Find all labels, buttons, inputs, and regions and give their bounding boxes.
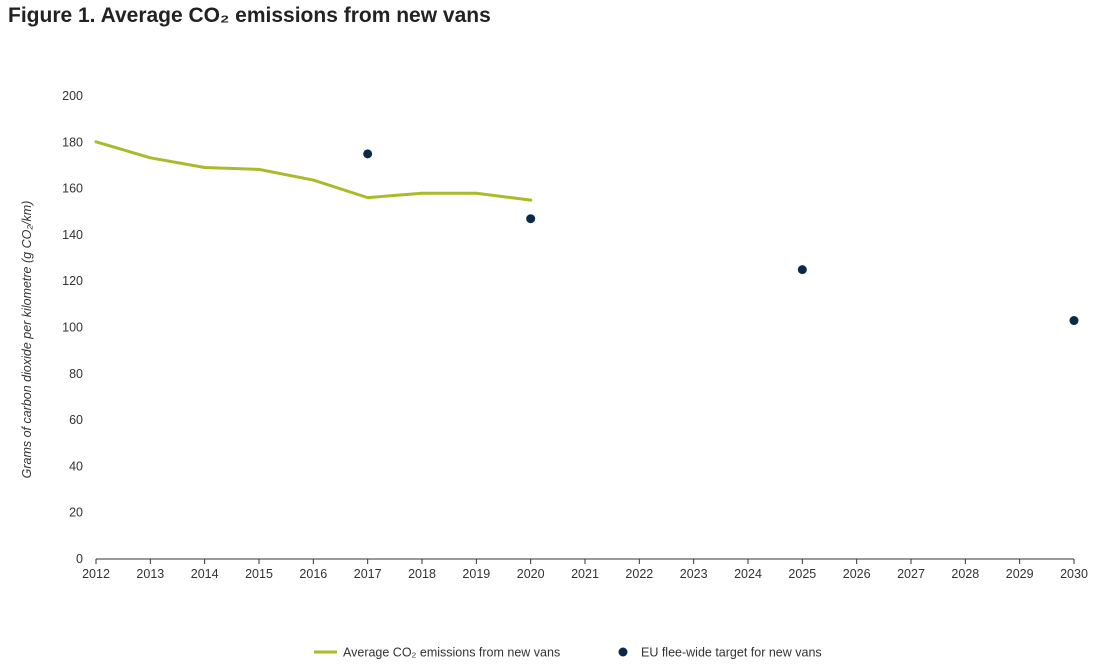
line-point bbox=[311, 178, 315, 182]
line-point bbox=[474, 191, 478, 195]
legend-line-label: Average CO₂ emissions from new vans bbox=[343, 646, 560, 660]
y-tick-label: 60 bbox=[69, 413, 83, 427]
x-tick-label: 2019 bbox=[462, 567, 490, 581]
y-tick-label: 120 bbox=[62, 274, 83, 288]
chart-title: Figure 1. Average CO₂ emissions from new… bbox=[8, 4, 491, 27]
series-layer bbox=[94, 140, 1079, 326]
x-axis-ticks: 2012 2013 2014 2015 2016 2017 2018 2019 2020 2021… bbox=[82, 559, 1088, 581]
line-point bbox=[257, 167, 261, 171]
y-axis-label: Grams of carbon dioxide per kilometre (g… bbox=[20, 201, 34, 479]
x-tick-label: 2024 bbox=[734, 567, 762, 581]
x-tick-label: 2021 bbox=[571, 567, 599, 581]
y-tick-label: 100 bbox=[62, 321, 83, 335]
target-point bbox=[1069, 316, 1079, 326]
x-tick-label: 2028 bbox=[951, 567, 979, 581]
x-tick-label: 2016 bbox=[299, 567, 327, 581]
x-tick-label: 2027 bbox=[897, 567, 925, 581]
x-tick-label: 2022 bbox=[625, 567, 653, 581]
legend-dot-label: EU flee-wide target for new vans bbox=[641, 646, 822, 660]
x-tick-label: 2015 bbox=[245, 567, 273, 581]
x-tick-label: 2025 bbox=[788, 567, 816, 581]
line-point bbox=[420, 191, 424, 195]
x-tick-label: 2020 bbox=[517, 567, 545, 581]
y-tick-label: 20 bbox=[69, 506, 83, 520]
legend: Average CO₂ emissions from new vans EU f… bbox=[314, 646, 822, 660]
y-tick-label: 40 bbox=[69, 459, 83, 473]
y-tick-label: 200 bbox=[62, 89, 83, 103]
series-line-average-emissions bbox=[94, 140, 533, 202]
line-point bbox=[148, 156, 152, 160]
line-point bbox=[94, 140, 98, 144]
y-tick-label: 140 bbox=[62, 228, 83, 242]
target-point bbox=[797, 265, 807, 275]
x-tick-label: 2030 bbox=[1060, 567, 1088, 581]
x-tick-label: 2012 bbox=[82, 567, 110, 581]
x-tick-label: 2017 bbox=[354, 567, 382, 581]
x-tick-label: 2018 bbox=[408, 567, 436, 581]
y-axis-ticks: 0 20 40 60 80 100 120 140 160 180 200 bbox=[62, 89, 83, 566]
x-tick-label: 2013 bbox=[136, 567, 164, 581]
target-point bbox=[363, 149, 373, 159]
y-tick-label: 0 bbox=[76, 552, 83, 566]
line-point bbox=[203, 166, 207, 170]
x-tick-label: 2023 bbox=[680, 567, 708, 581]
target-point bbox=[526, 214, 536, 224]
x-tick-label: 2014 bbox=[191, 567, 219, 581]
line-point bbox=[529, 198, 533, 202]
line-point bbox=[366, 196, 370, 200]
x-tick-label: 2029 bbox=[1006, 567, 1034, 581]
y-tick-label: 80 bbox=[69, 367, 83, 381]
y-tick-label: 160 bbox=[62, 182, 83, 196]
legend-dot-swatch bbox=[618, 647, 628, 657]
y-tick-label: 180 bbox=[62, 135, 83, 149]
x-tick-label: 2026 bbox=[843, 567, 871, 581]
